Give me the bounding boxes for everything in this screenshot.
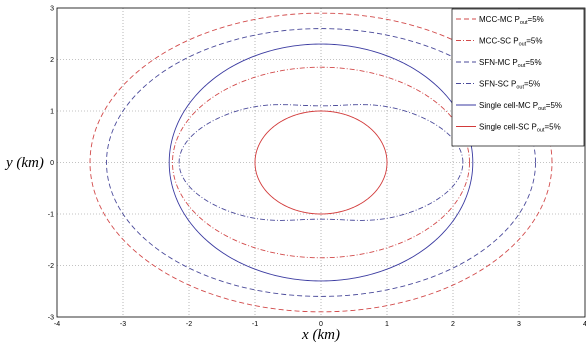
y-tick-label: 3 xyxy=(50,6,54,13)
x-axis-label: x (km) xyxy=(301,327,340,343)
legend: MCC-MC Pout=5% MCC-SC Pout=5% SFN-MC Pout=… xyxy=(451,8,585,147)
y-tick-label: 0 xyxy=(50,160,54,167)
y-tick-label: -1 xyxy=(48,212,54,219)
series-curve-3 xyxy=(106,28,536,297)
y-axis-label: y (km) xyxy=(4,155,44,171)
legend-label: Single cell-MC Pout=5% xyxy=(479,101,562,112)
y-tick-label: -3 xyxy=(48,315,54,322)
legend-label: Single cell-SC Pout=5% xyxy=(479,123,561,134)
x-tick-label: -4 xyxy=(54,321,60,328)
series-curve-1 xyxy=(89,12,553,313)
x-tick-label: 0 xyxy=(319,321,323,328)
legend-label: MCC-SC Pout=5% xyxy=(479,37,542,48)
x-tick-label: 2 xyxy=(451,321,455,328)
legend-label: MCC-MC Pout=5% xyxy=(479,15,544,26)
series-curve-2 xyxy=(172,66,470,259)
legend-label: SFN-SC Pout=5% xyxy=(479,80,540,91)
series-curves xyxy=(89,12,553,313)
legend-box xyxy=(451,8,585,147)
x-tick-label: -2 xyxy=(186,321,192,328)
series-curve-6 xyxy=(254,110,388,215)
y-tick-label: -2 xyxy=(48,263,54,270)
x-tick-label: 3 xyxy=(517,321,521,328)
y-tick-label: 1 xyxy=(50,109,54,116)
series-curve-5 xyxy=(168,43,474,282)
plot-frame xyxy=(56,7,586,318)
legend-label: SFN-MC Pout=5% xyxy=(479,58,542,69)
x-tick-label: -3 xyxy=(120,321,126,328)
y-tick-label: 2 xyxy=(50,57,54,64)
x-tick-label: 4 xyxy=(583,321,586,328)
x-tick-label: 1 xyxy=(385,321,389,328)
x-tick-label: -1 xyxy=(252,321,258,328)
series-curve-4 xyxy=(178,104,464,221)
